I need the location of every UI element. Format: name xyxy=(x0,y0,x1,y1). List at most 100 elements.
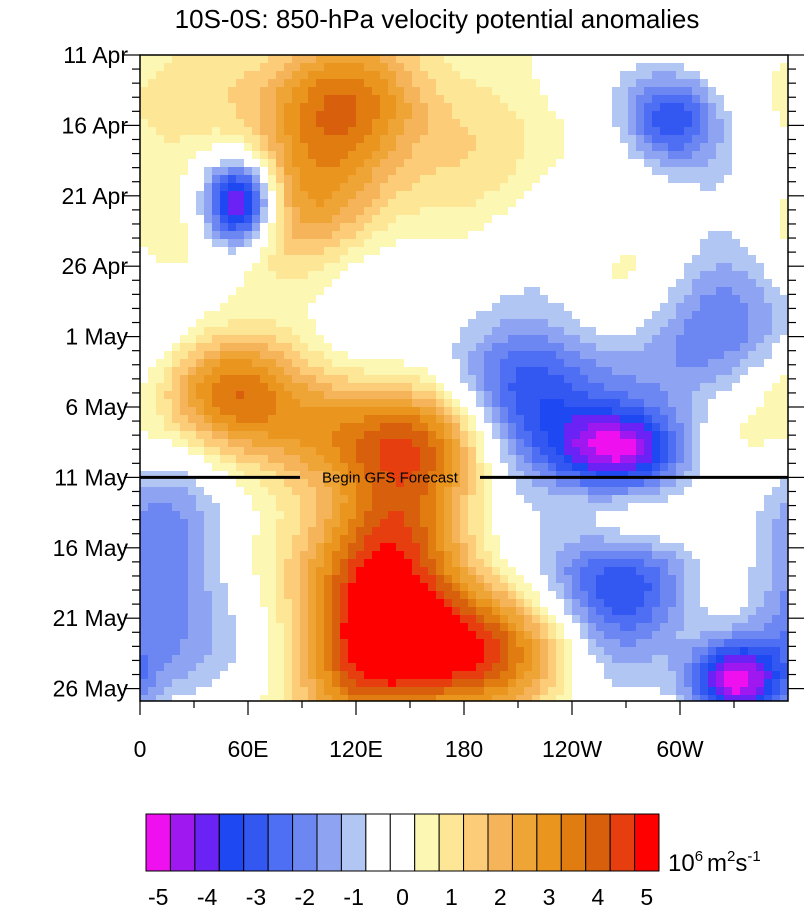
heatmap-cell xyxy=(292,87,301,96)
heatmap-cell xyxy=(724,455,733,464)
heatmap-cell xyxy=(732,159,741,168)
heatmap-cell xyxy=(548,447,557,456)
heatmap-cell xyxy=(348,175,357,184)
heatmap-cell xyxy=(252,103,261,112)
heatmap-cell xyxy=(236,543,245,552)
heatmap-cell xyxy=(764,223,773,232)
heatmap-cell xyxy=(396,55,405,64)
heatmap-cell xyxy=(716,447,725,456)
heatmap-cell xyxy=(444,191,453,200)
heatmap-cell xyxy=(708,375,717,384)
heatmap-cell xyxy=(428,447,437,456)
heatmap-cell xyxy=(172,263,181,272)
heatmap-cell xyxy=(628,175,637,184)
heatmap-cell xyxy=(452,79,461,88)
heatmap-cell xyxy=(412,63,421,72)
heatmap-cell xyxy=(356,95,365,104)
heatmap-cell xyxy=(428,95,437,104)
heatmap-cell xyxy=(740,479,749,488)
heatmap-cell xyxy=(340,223,349,232)
heatmap-cell xyxy=(772,167,781,176)
heatmap-cell xyxy=(364,367,373,376)
heatmap-cell xyxy=(404,335,413,344)
heatmap-cell xyxy=(212,455,221,464)
heatmap-cell xyxy=(180,311,189,320)
heatmap-cell xyxy=(700,103,709,112)
heatmap-cell xyxy=(676,503,685,512)
heatmap-cell xyxy=(388,223,397,232)
heatmap-cell xyxy=(428,351,437,360)
heatmap-cell xyxy=(660,511,669,520)
heatmap-cell xyxy=(236,391,245,400)
heatmap-cell xyxy=(364,71,373,80)
heatmap-cell xyxy=(148,367,157,376)
heatmap-cell xyxy=(780,263,788,272)
heatmap-cell xyxy=(148,295,157,304)
heatmap-cell xyxy=(292,199,301,208)
heatmap-cell xyxy=(364,527,373,536)
heatmap-cell xyxy=(732,335,741,344)
heatmap-cell xyxy=(436,111,445,120)
heatmap-cell xyxy=(196,303,205,312)
heatmap-cell xyxy=(236,535,245,544)
heatmap-cell xyxy=(540,95,549,104)
heatmap-cell xyxy=(204,207,213,216)
heatmap-cell xyxy=(444,327,453,336)
heatmap-cell xyxy=(452,359,461,368)
heatmap-cell xyxy=(148,255,157,264)
heatmap-cell xyxy=(732,143,741,152)
heatmap-cell xyxy=(588,399,597,408)
heatmap-cell xyxy=(548,255,557,264)
heatmap-cell xyxy=(236,327,245,336)
heatmap-cell xyxy=(772,503,781,512)
heatmap-cell xyxy=(188,319,197,328)
heatmap-cell xyxy=(708,143,717,152)
heatmap-cell xyxy=(476,543,485,552)
heatmap-cell xyxy=(604,487,613,496)
heatmap-cell xyxy=(628,503,637,512)
heatmap-cell xyxy=(396,239,405,248)
heatmap-cell xyxy=(764,527,773,536)
heatmap-cell xyxy=(340,399,349,408)
heatmap-cell xyxy=(772,407,781,416)
heatmap-cell xyxy=(732,263,741,272)
heatmap-cell xyxy=(252,399,261,408)
heatmap-cell xyxy=(404,119,413,128)
heatmap-cell xyxy=(684,199,693,208)
heatmap-cell xyxy=(700,343,709,352)
heatmap-cell xyxy=(180,287,189,296)
heatmap-cell xyxy=(780,191,788,200)
heatmap-cell xyxy=(644,415,653,424)
heatmap-cell xyxy=(364,535,373,544)
heatmap-cell xyxy=(460,207,469,216)
heatmap-cell xyxy=(476,191,485,200)
heatmap-cell xyxy=(356,511,365,520)
heatmap-cell xyxy=(228,343,237,352)
heatmap-cell xyxy=(484,119,493,128)
heatmap-cell xyxy=(452,175,461,184)
heatmap-cell xyxy=(340,415,349,424)
heatmap-cell xyxy=(612,239,621,248)
heatmap-cell xyxy=(180,487,189,496)
heatmap-cell xyxy=(572,471,581,480)
heatmap-cell xyxy=(660,295,669,304)
heatmap-cell xyxy=(340,255,349,264)
heatmap-cell xyxy=(308,103,317,112)
heatmap-cell xyxy=(332,335,341,344)
heatmap-cell xyxy=(316,199,325,208)
heatmap-cell xyxy=(772,303,781,312)
heatmap-cell xyxy=(492,447,501,456)
heatmap-cell xyxy=(404,391,413,400)
heatmap-cell xyxy=(684,495,693,504)
heatmap-cell xyxy=(500,351,509,360)
heatmap-cell xyxy=(236,335,245,344)
heatmap-cell xyxy=(556,111,565,120)
heatmap-cell xyxy=(524,503,533,512)
heatmap-cell xyxy=(572,143,581,152)
heatmap-cell xyxy=(628,463,637,472)
heatmap-cell xyxy=(316,503,325,512)
heatmap-cell xyxy=(756,447,765,456)
heatmap-cell xyxy=(420,311,429,320)
heatmap-cell xyxy=(668,151,677,160)
heatmap-cell xyxy=(652,63,661,72)
